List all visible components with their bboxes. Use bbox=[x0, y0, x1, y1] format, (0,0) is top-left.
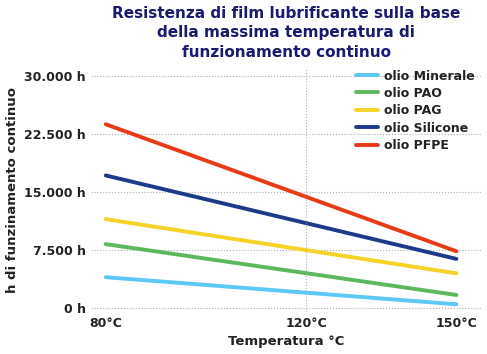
Legend: olio Minerale, olio PAO, olio PAG, olio Silicone, olio PFPE: olio Minerale, olio PAO, olio PAG, olio … bbox=[356, 70, 475, 152]
olio Minerale bbox=[312, 291, 318, 296]
olio Silicone bbox=[421, 249, 427, 253]
Y-axis label: h di funzinamento continuo: h di funzinamento continuo bbox=[5, 87, 19, 293]
olio PFPE bbox=[312, 198, 318, 202]
olio PAG bbox=[453, 271, 459, 275]
olio PAO bbox=[398, 285, 404, 289]
olio Silicone bbox=[398, 244, 404, 248]
olio Minerale bbox=[104, 275, 110, 279]
olio Minerale bbox=[310, 291, 316, 295]
olio Minerale bbox=[421, 299, 427, 304]
olio PFPE bbox=[398, 229, 404, 233]
olio PAO bbox=[421, 288, 427, 292]
olio PAG bbox=[318, 250, 323, 255]
Line: olio PAG: olio PAG bbox=[106, 219, 456, 273]
olio PAG bbox=[103, 217, 109, 221]
Title: Resistenza di film lubrificante sulla base
della massima temperatura di
funziona: Resistenza di film lubrificante sulla ba… bbox=[112, 6, 460, 60]
olio PAO bbox=[312, 272, 318, 276]
Line: olio PFPE: olio PFPE bbox=[106, 124, 456, 251]
olio PAO bbox=[104, 242, 110, 246]
olio PFPE bbox=[103, 122, 109, 126]
olio PAG bbox=[398, 263, 404, 267]
olio PAO bbox=[103, 242, 109, 246]
olio Minerale bbox=[398, 298, 404, 302]
olio Minerale bbox=[318, 292, 323, 296]
olio PFPE bbox=[318, 200, 323, 204]
olio PAG bbox=[104, 217, 110, 222]
olio Silicone bbox=[312, 223, 318, 227]
olio PFPE bbox=[310, 197, 316, 201]
olio PAG bbox=[310, 249, 316, 253]
olio PAG bbox=[312, 249, 318, 253]
X-axis label: Temperatura °C: Temperatura °C bbox=[228, 336, 344, 348]
Line: olio Minerale: olio Minerale bbox=[106, 277, 456, 304]
olio PFPE bbox=[104, 122, 110, 127]
olio Silicone bbox=[318, 224, 323, 229]
olio PAO bbox=[310, 272, 316, 276]
olio PFPE bbox=[453, 249, 459, 253]
olio Minerale bbox=[453, 302, 459, 307]
olio Silicone bbox=[453, 257, 459, 261]
olio Silicone bbox=[103, 173, 109, 178]
olio PAO bbox=[453, 293, 459, 297]
olio Minerale bbox=[103, 275, 109, 279]
olio Silicone bbox=[310, 223, 316, 227]
olio PFPE bbox=[421, 237, 427, 241]
olio PAG bbox=[421, 266, 427, 270]
Line: olio PAO: olio PAO bbox=[106, 244, 456, 295]
olio Silicone bbox=[104, 173, 110, 178]
olio PAO bbox=[318, 273, 323, 278]
Line: olio Silicone: olio Silicone bbox=[106, 176, 456, 259]
